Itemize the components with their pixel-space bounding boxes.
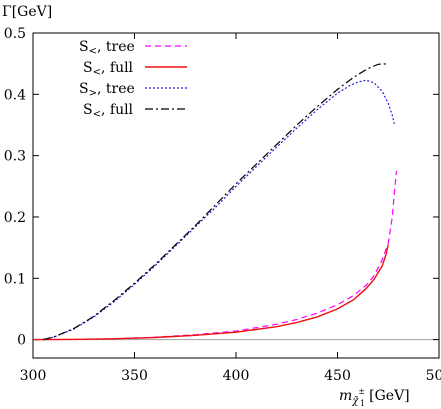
x-axis-label-subsub: 1 xyxy=(360,399,365,408)
legend: S<, tree S<, full S>, tree S<, full xyxy=(79,39,187,120)
y-tick-label: 0.4 xyxy=(4,87,26,103)
x-axis-label: mχ̃± 1 [GeV] xyxy=(339,387,410,408)
legend-entry-s-greater-tree: S>, tree xyxy=(79,81,187,99)
series-line-s-less-full-black xyxy=(42,63,389,341)
x-tick-label: 450 xyxy=(324,368,351,384)
x-axis-label-sup: ± xyxy=(358,387,365,396)
x-axis-label-sub: χ̃ xyxy=(351,396,359,407)
x-tick-label: 300 xyxy=(20,368,47,384)
legend-label-s-less-tree: S<, tree xyxy=(79,39,135,57)
legend-label-s-less-full: S<, full xyxy=(83,60,134,78)
series-line-s-less-tree xyxy=(32,170,397,341)
y-axis-label: Γ[GeV] xyxy=(2,4,52,20)
series-layer xyxy=(32,63,397,341)
y-tick-label: 0.2 xyxy=(4,210,26,226)
axis-ticks: 300 350 400 450 500 0 0.1 0.2 0.3 0.4 0.5 xyxy=(4,26,441,384)
series-line-s-less-full xyxy=(32,244,389,341)
x-tick-label: 400 xyxy=(223,368,250,384)
y-tick-label: 0.3 xyxy=(4,149,26,165)
x-axis-label-unit: [GeV] xyxy=(369,388,410,404)
x-axis-label-main: m xyxy=(339,388,352,404)
legend-entry-s-less-full: S<, full xyxy=(83,60,187,78)
plot-frame xyxy=(32,32,440,359)
legend-label-s-less-full-black: S<, full xyxy=(83,102,134,120)
series-line-s-greater-tree xyxy=(42,79,395,341)
legend-label-s-greater-tree: S>, tree xyxy=(79,81,135,99)
legend-entry-s-less-full-black: S<, full xyxy=(83,102,187,120)
y-tick-label: 0.1 xyxy=(4,271,26,287)
y-tick-label: 0.5 xyxy=(4,26,26,42)
x-tick-label: 500 xyxy=(426,368,441,384)
x-tick-label: 350 xyxy=(121,368,148,384)
y-tick-label: 0 xyxy=(17,333,26,349)
legend-entry-s-less-tree: S<, tree xyxy=(79,39,187,57)
